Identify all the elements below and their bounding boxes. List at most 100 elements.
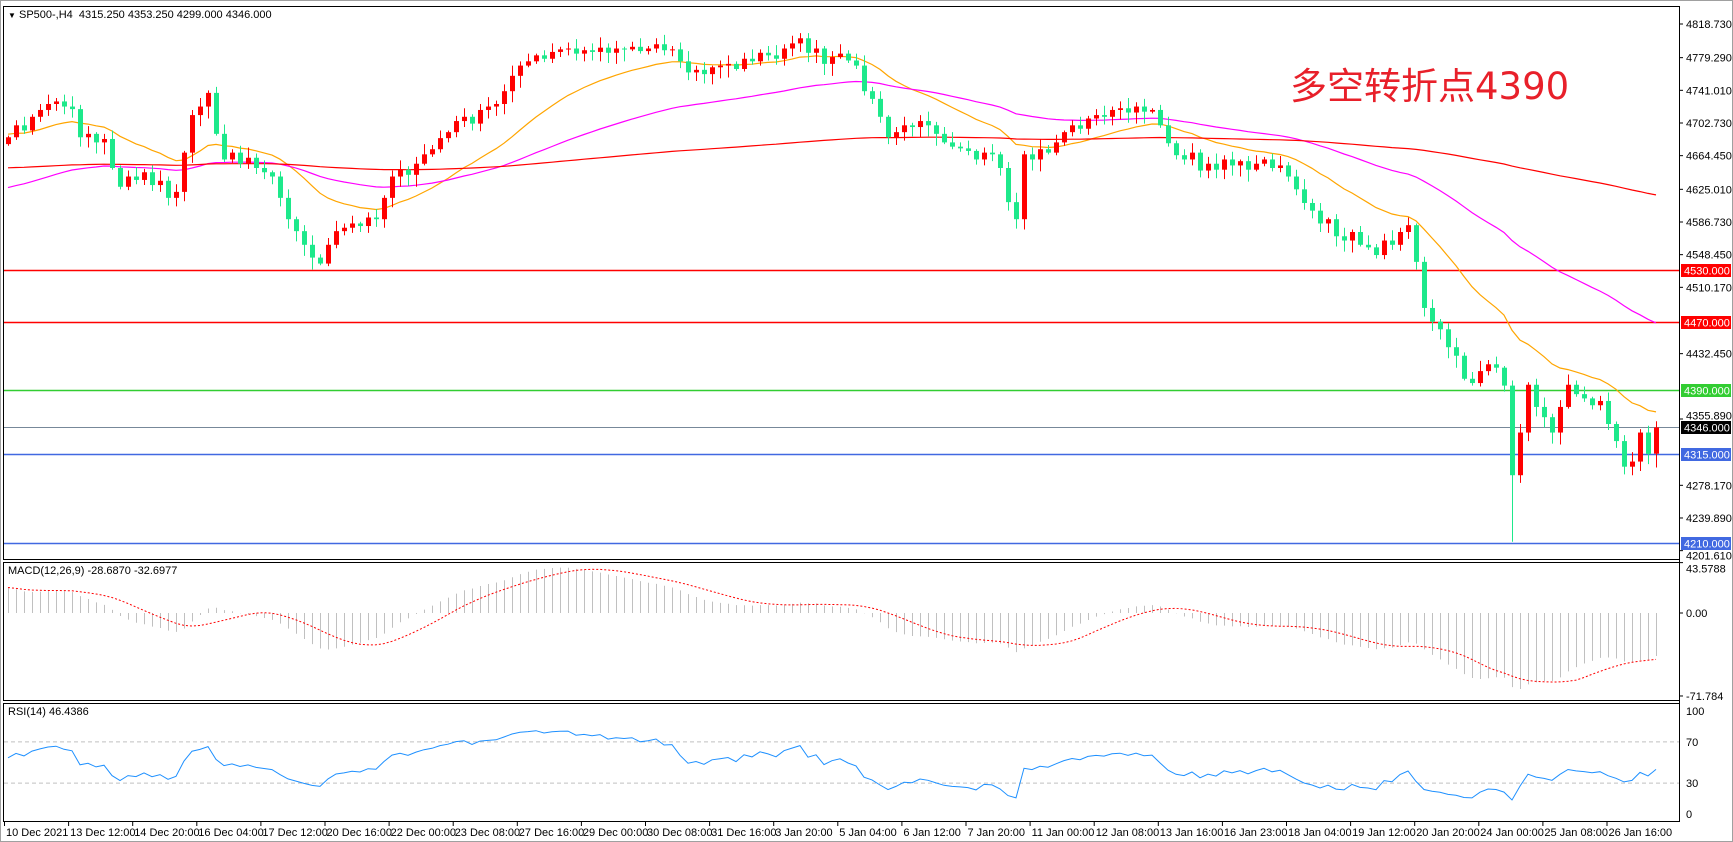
candle xyxy=(798,33,803,52)
y-tick-label: 4586.730 xyxy=(1686,217,1732,229)
candle-body xyxy=(894,132,899,138)
candle-body xyxy=(1166,125,1171,144)
annotation-text: 多空转折点4390 xyxy=(1290,65,1570,108)
candle-body xyxy=(1094,115,1099,119)
candle-body xyxy=(1150,109,1155,112)
candle xyxy=(222,124,227,163)
candle-body xyxy=(70,106,75,110)
candle-body xyxy=(502,91,507,104)
candle-body xyxy=(830,57,835,64)
candle-body xyxy=(254,157,259,168)
candle-body xyxy=(1430,307,1435,322)
x-tick-label: 17 Dec 12:00 xyxy=(262,827,327,839)
candle-body xyxy=(46,103,51,110)
candle xyxy=(1302,179,1307,210)
candle xyxy=(1238,159,1243,177)
candle xyxy=(286,189,291,229)
candle xyxy=(1374,243,1379,259)
candle-body xyxy=(582,50,587,54)
y-tick-label: 4702.730 xyxy=(1686,118,1732,130)
candle xyxy=(1470,371,1475,386)
candle-body xyxy=(702,69,707,75)
candle xyxy=(966,140,971,156)
candle-body xyxy=(1622,441,1627,467)
dropdown-triangle-icon[interactable]: ▼ xyxy=(8,11,16,20)
candle-body xyxy=(622,48,627,50)
candle xyxy=(854,53,859,69)
candle-body xyxy=(1494,364,1499,368)
candle-body xyxy=(1446,329,1451,348)
candle xyxy=(1166,116,1171,147)
candle-body xyxy=(1374,247,1379,256)
candle-body xyxy=(1062,132,1067,143)
x-tick-label: 6 Jan 12:00 xyxy=(903,827,961,839)
candle xyxy=(1430,299,1435,331)
candle-body xyxy=(1654,427,1659,454)
y-tick-label: 4355.890 xyxy=(1686,411,1732,423)
x-tick-label: 23 Dec 08:00 xyxy=(455,827,520,839)
candle xyxy=(598,37,603,62)
candle xyxy=(550,43,555,64)
candle-body xyxy=(974,150,979,160)
candle-body xyxy=(1566,384,1571,407)
candle-body xyxy=(670,49,675,51)
candle-body xyxy=(1198,152,1203,171)
candle-body xyxy=(966,148,971,151)
x-tick-label: 18 Jan 04:00 xyxy=(1288,827,1352,839)
candle xyxy=(1230,151,1235,176)
ohlc-values: 4315.250 4353.250 4299.000 4346.000 xyxy=(78,9,272,21)
candle xyxy=(278,171,283,207)
candle-body xyxy=(846,53,851,61)
candle-body xyxy=(574,48,579,54)
candle xyxy=(30,114,35,135)
candle-body xyxy=(534,55,539,62)
candle-body xyxy=(102,138,107,143)
candle-body xyxy=(326,244,331,264)
candle xyxy=(1614,421,1619,448)
candle xyxy=(166,176,171,206)
candle-body xyxy=(1638,432,1643,462)
candle-body xyxy=(238,152,243,164)
candle-body xyxy=(30,116,35,131)
candle-body xyxy=(814,48,819,53)
candle-body xyxy=(598,47,603,52)
candle xyxy=(878,91,883,123)
candle xyxy=(1566,374,1571,409)
candle xyxy=(894,127,899,145)
candle xyxy=(350,215,355,233)
y-tick-label: 4548.450 xyxy=(1686,250,1732,262)
candle-body xyxy=(806,38,811,53)
candle-body xyxy=(1646,432,1651,454)
candle xyxy=(38,103,43,122)
candle-body xyxy=(1126,108,1131,113)
candle xyxy=(998,151,1003,176)
chart-header[interactable]: ▼ SP500-,H4 4315.250 4353.250 4299.000 4… xyxy=(8,9,272,21)
candle xyxy=(958,142,963,152)
candle xyxy=(110,130,115,170)
candle-body xyxy=(1158,109,1163,126)
candle xyxy=(6,135,11,146)
candle-body xyxy=(1134,106,1139,113)
candle-body xyxy=(1486,364,1491,372)
level-label: 4470.000 xyxy=(1684,318,1730,330)
candle-body xyxy=(1302,189,1307,203)
candle-body xyxy=(630,46,635,50)
candle xyxy=(678,42,683,69)
candle xyxy=(1486,360,1491,376)
candle-body xyxy=(1262,159,1267,164)
candle xyxy=(1270,153,1275,172)
candle xyxy=(926,111,931,137)
symbol-label: SP500-,H4 xyxy=(18,9,73,21)
candle-body xyxy=(1254,163,1259,170)
candle xyxy=(542,50,547,63)
candle xyxy=(1198,149,1203,178)
candle xyxy=(1582,386,1587,402)
candle-body xyxy=(1270,159,1275,168)
candle xyxy=(1118,101,1123,120)
candle-body xyxy=(718,65,723,68)
candle-body xyxy=(182,152,187,192)
rsi-label: RSI(14) 46.4386 xyxy=(8,706,89,718)
horizontal-levels xyxy=(4,269,1679,545)
candle xyxy=(22,116,27,134)
x-tick-label: 7 Jan 20:00 xyxy=(968,827,1026,839)
